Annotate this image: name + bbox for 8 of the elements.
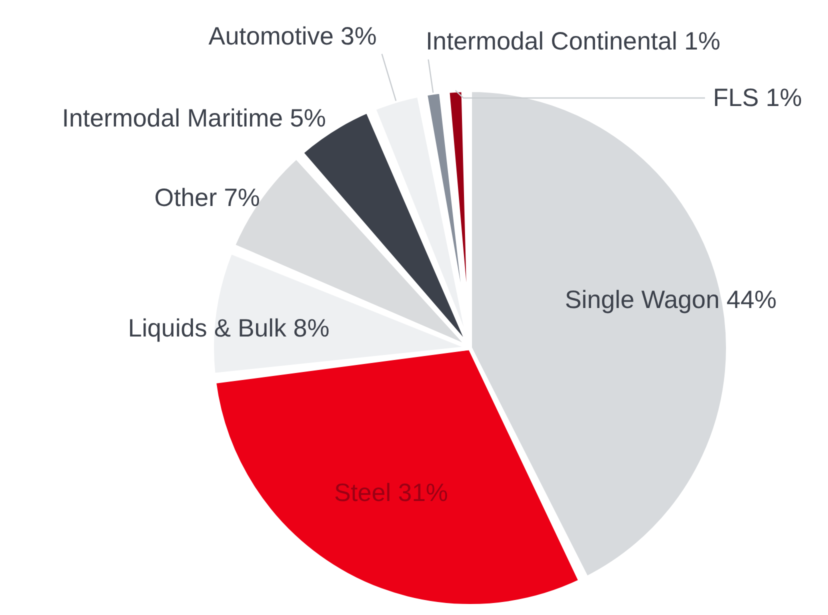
- slice-label: Intermodal Maritime 5%: [62, 104, 326, 133]
- slice-label: Single Wagon 44%: [564, 286, 777, 314]
- slice-label: Intermodal Continental 1%: [426, 28, 720, 56]
- slice-label: Automotive 3%: [208, 22, 377, 51]
- slice-label: Steel 31%: [334, 479, 448, 508]
- slice-label: FLS 1%: [713, 84, 802, 112]
- slice-label: Liquids & Bulk 8%: [128, 314, 330, 342]
- slice-label: Other 7%: [154, 184, 260, 212]
